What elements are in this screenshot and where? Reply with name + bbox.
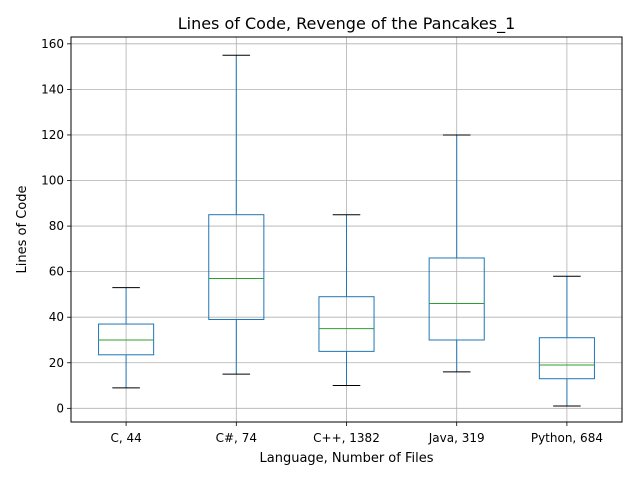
y-tick-label: 100 [41,174,64,188]
x-tick-label: C++, 1382 [313,431,380,445]
x-tick-label: Python, 684 [531,431,603,445]
box-layer [98,54,595,407]
tick-layer: C, 44 C#, 74 C++, 1382 Java, 319 Python, 684… [41,37,603,445]
box-group [98,287,155,389]
box-group [538,275,595,407]
y-tick-label: 160 [41,37,64,51]
y-tick-label: 0 [56,401,64,415]
y-tick-label: 140 [41,82,64,96]
x-tick-label: Java, 319 [428,431,485,445]
box-group [208,54,265,375]
box-group [318,214,375,387]
chart-title: Lines of Code, Revenge of the Pancakes_1 [178,14,516,34]
y-tick-label: 60 [49,265,64,279]
y-tick-label: 40 [49,310,64,324]
box-iqr [98,323,155,356]
x-tick-label: C, 44 [110,431,141,445]
box-iqr [538,337,595,380]
box-iqr [208,214,265,320]
x-tick-label: C#, 74 [216,431,257,445]
box-iqr [428,257,485,341]
box-group [428,134,485,373]
y-axis-label: Lines of Code [15,186,30,274]
y-tick-label: 20 [49,356,64,370]
y-tick-label: 80 [49,219,64,233]
x-axis-label: Language, Number of Files [260,451,434,466]
y-tick-label: 120 [41,128,64,142]
box-iqr [318,296,375,352]
